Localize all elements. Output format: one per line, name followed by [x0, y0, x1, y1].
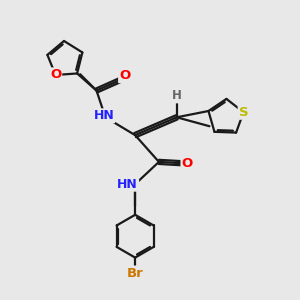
Text: Br: Br: [127, 266, 143, 280]
Text: HN: HN: [94, 109, 114, 122]
Text: H: H: [172, 89, 182, 102]
Text: O: O: [119, 69, 130, 82]
Text: O: O: [182, 157, 193, 170]
Text: S: S: [239, 106, 248, 119]
Text: HN: HN: [117, 178, 138, 191]
Text: O: O: [50, 68, 61, 82]
